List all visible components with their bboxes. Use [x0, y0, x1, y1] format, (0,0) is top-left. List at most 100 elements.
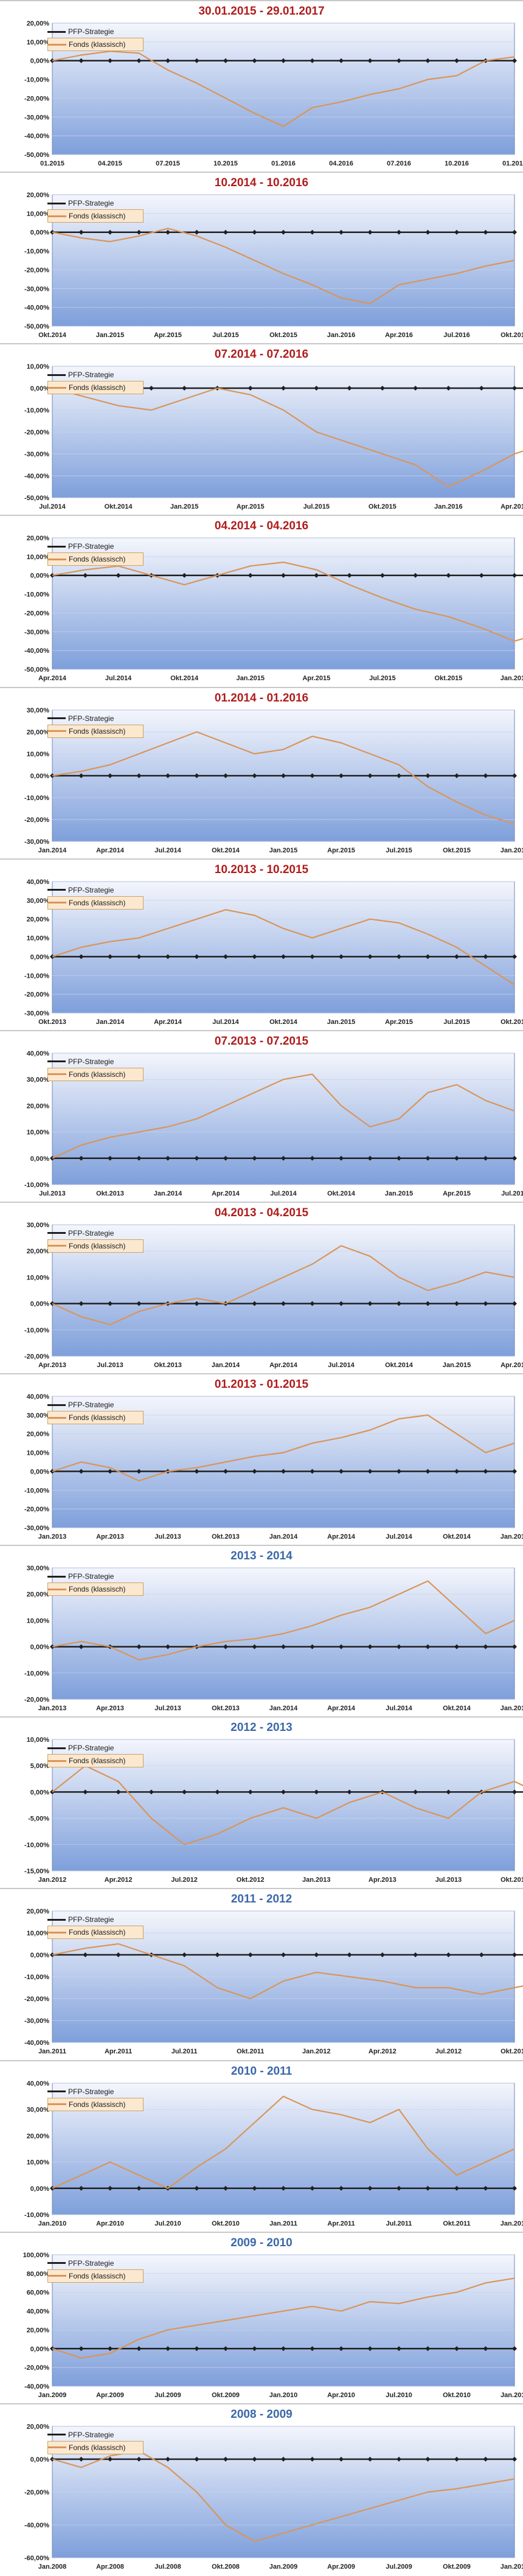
- y-tick-label: -30,00%: [24, 451, 49, 458]
- legend-swatch: [47, 717, 66, 720]
- y-tick-label: 20,00%: [27, 729, 50, 736]
- y-tick-label: 20,00%: [27, 1102, 50, 1110]
- legend-entry-strategy: PFP-Strategie: [47, 1056, 169, 1068]
- legend-swatch: [48, 2103, 66, 2106]
- legend: PFP-Strategie Fonds (klassisch): [47, 712, 169, 738]
- x-tick-label: Jul.2011: [171, 2048, 198, 2055]
- x-tick-label: Jan.2015: [500, 1705, 523, 1712]
- strategy-marker: [136, 1469, 142, 1474]
- strategy-marker: [252, 2456, 257, 2462]
- strategy-marker: [339, 1644, 344, 1649]
- strategy-marker: [136, 58, 142, 63]
- strategy-marker: [194, 954, 199, 959]
- legend-label: PFP-Strategie: [68, 2258, 114, 2268]
- strategy-marker: [252, 2185, 257, 2191]
- x-tick-label: Jul.2013: [154, 1705, 181, 1712]
- strategy-marker: [310, 229, 315, 235]
- x-tick-label: 10.2016: [445, 160, 469, 167]
- y-tick-label: -10,00%: [24, 1974, 49, 1981]
- legend-swatch: [48, 1073, 66, 1076]
- strategy-marker: [281, 386, 286, 391]
- strategy-marker: [136, 1301, 142, 1306]
- strategy-marker: [446, 573, 451, 579]
- y-tick-label: 30,00%: [27, 707, 50, 714]
- strategy-marker: [339, 954, 344, 959]
- strategy-marker: [248, 1789, 253, 1795]
- y-tick-label: 10,00%: [27, 2159, 50, 2166]
- x-tick-label: Jul.2015: [303, 503, 330, 510]
- series-line-fund: [52, 731, 515, 824]
- chart-panel-3: 04.2014 - 04.2016 20,00% 10,00% 0,00% -10,00…: [0, 515, 523, 687]
- y-tick-label: -30,00%: [24, 285, 49, 293]
- x-tick-label: Jul.2012: [435, 2048, 462, 2055]
- strategy-marker: [454, 1644, 459, 1649]
- x-tick-label: Jan.2011: [38, 2048, 66, 2055]
- legend-swatch: [47, 202, 66, 204]
- x-tick-label: Apr.2014: [154, 1018, 182, 1026]
- strategy-marker: [252, 229, 257, 235]
- strategy-marker: [314, 573, 319, 579]
- y-tick-label: 0,00%: [30, 773, 49, 780]
- legend-entry-fund: Fonds (klassisch): [47, 1411, 144, 1425]
- strategy-marker: [108, 2185, 113, 2191]
- strategy-marker: [425, 773, 431, 778]
- legend-entry-fund: Fonds (klassisch): [47, 552, 144, 566]
- strategy-marker: [454, 1301, 459, 1306]
- strategy-marker: [339, 229, 344, 235]
- x-tick-label: Jan.2012: [302, 2048, 330, 2055]
- strategy-marker: [194, 773, 199, 778]
- y-tick-label: -10,00%: [24, 1842, 49, 1849]
- x-tick-label: Jan.2015: [269, 847, 297, 854]
- x-tick-label: Okt.2016: [500, 332, 523, 339]
- strategy-marker: [50, 954, 55, 959]
- x-tick-label: Jan.2010: [38, 2220, 66, 2227]
- y-tick-label: -10,00%: [24, 1487, 49, 1494]
- strategy-marker: [479, 1952, 484, 1958]
- x-tick-label: Okt.2015: [269, 332, 297, 339]
- legend: PFP-Strategie Fonds (klassisch): [47, 369, 169, 395]
- x-tick-label: Jan.2014: [269, 1705, 298, 1712]
- legend: PFP-Strategie Fonds (klassisch): [47, 1742, 169, 1768]
- strategy-marker: [483, 2346, 488, 2351]
- y-tick-label: -20,00%: [24, 1506, 49, 1513]
- legend-label: Fonds (klassisch): [69, 2443, 126, 2452]
- strategy-marker: [512, 773, 517, 778]
- y-tick-label: -30,00%: [24, 1525, 49, 1532]
- x-tick-label: Okt.2014: [38, 332, 67, 339]
- x-tick-label: Jan.2015: [385, 1190, 413, 1197]
- y-tick-label: 20,00%: [27, 1248, 50, 1255]
- legend-entry-strategy: PFP-Strategie: [47, 1399, 169, 1411]
- x-tick-label: Jul.2014: [328, 1362, 355, 1369]
- strategy-marker: [252, 58, 257, 63]
- strategy-marker: [425, 1301, 431, 1306]
- x-tick-label: Jan.2011: [269, 2220, 297, 2227]
- strategy-marker: [108, 1469, 113, 1474]
- legend-label: PFP-Strategie: [68, 2087, 114, 2096]
- legend-label: Fonds (klassisch): [69, 1241, 126, 1250]
- strategy-marker: [425, 58, 431, 63]
- strategy-marker: [78, 954, 84, 959]
- strategy-marker: [108, 58, 113, 63]
- chart-title: 30.01.2015 - 29.01.2017: [198, 5, 325, 18]
- y-tick-label: -30,00%: [24, 629, 49, 636]
- strategy-marker: [413, 1789, 418, 1795]
- y-tick-label: -10,00%: [24, 1670, 49, 1677]
- x-tick-label: Jul.2013: [97, 1362, 123, 1369]
- x-tick-label: Jul.2013: [39, 1190, 65, 1197]
- y-tick-label: 0,00%: [30, 953, 49, 961]
- legend-label: Fonds (klassisch): [69, 2271, 126, 2280]
- legend-entry-strategy: PFP-Strategie: [47, 540, 169, 552]
- strategy-marker: [116, 573, 121, 579]
- legend-label: Fonds (klassisch): [69, 898, 126, 907]
- strategy-marker: [252, 1301, 257, 1306]
- x-tick-label: 10.2015: [213, 160, 238, 167]
- x-tick-label: Jan.2015: [96, 332, 124, 339]
- strategy-marker: [78, 2456, 84, 2462]
- x-tick-label: Jul.2009: [154, 2392, 181, 2399]
- strategy-marker: [367, 2185, 373, 2191]
- strategy-marker: [148, 386, 154, 391]
- chart-title: 04.2014 - 04.2016: [214, 520, 309, 533]
- y-tick-label: 100,00%: [23, 2252, 50, 2259]
- strategy-marker: [281, 1789, 286, 1795]
